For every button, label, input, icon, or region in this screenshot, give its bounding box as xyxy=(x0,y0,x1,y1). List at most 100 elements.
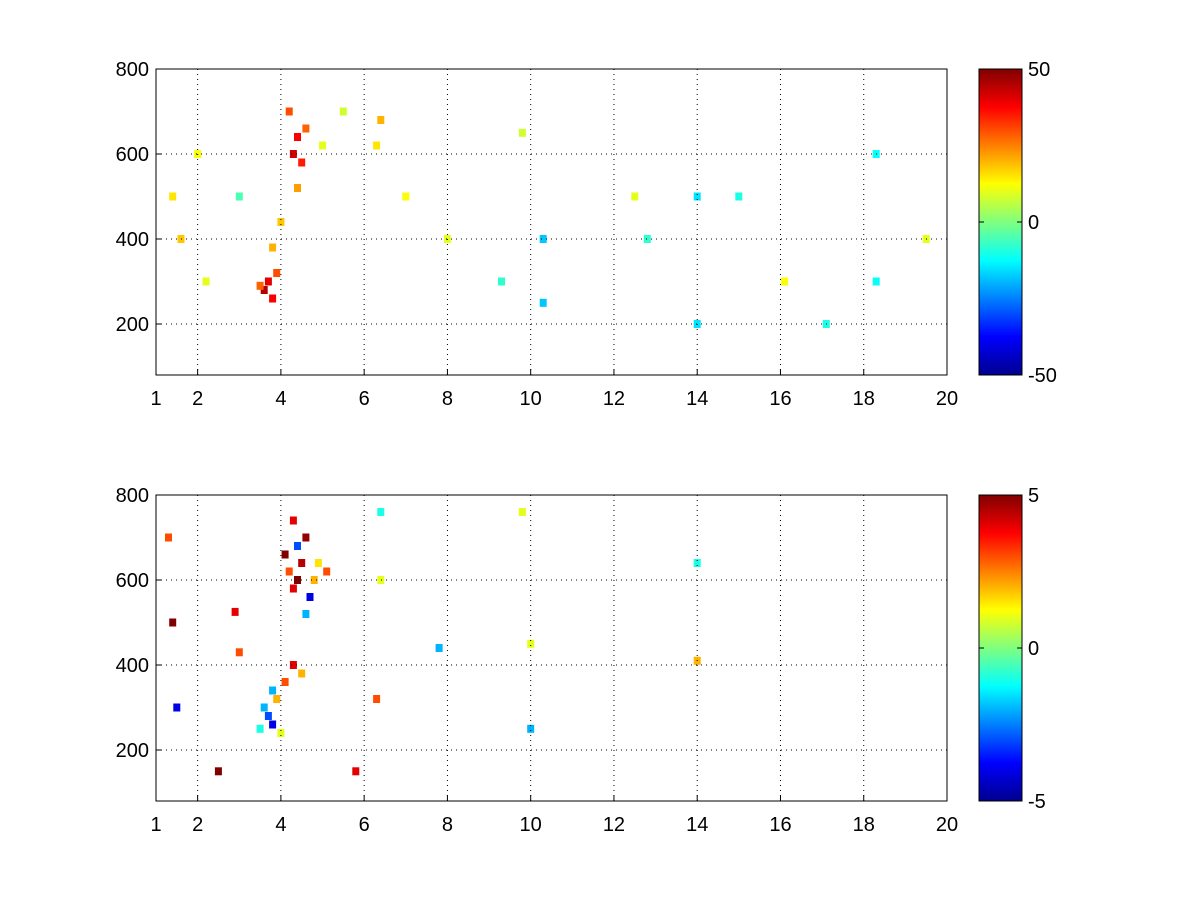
top-colorbar-tick-label: -50 xyxy=(1028,365,1057,387)
top-heatmap-cell xyxy=(269,294,277,303)
top-colorbar-gradient xyxy=(978,68,1023,376)
top-heatmap-cell xyxy=(539,235,547,243)
top-heatmap-cell xyxy=(539,298,547,307)
top-heatmap-axes-box xyxy=(155,68,948,376)
bottom-heatmap-cell xyxy=(165,533,172,542)
bottom-heatmap-cell xyxy=(260,703,268,712)
top-heatmap-cell xyxy=(339,107,347,116)
bottom-x-tick-label: 16 xyxy=(769,814,791,836)
bottom-x-tick-label: 10 xyxy=(520,814,542,836)
bottom-heatmap-cell xyxy=(269,686,277,695)
bottom-x-tick-label: 1 xyxy=(150,814,161,836)
bottom-x-tick-label: 4 xyxy=(275,814,286,836)
bottom-heatmap-cell xyxy=(298,669,306,678)
top-heatmap-grid xyxy=(156,69,947,375)
bottom-y-tick-label: 200 xyxy=(116,740,149,762)
top-heatmap-cell xyxy=(169,192,177,201)
bottom-heatmap-cell xyxy=(235,648,243,657)
top-heatmap-y-ticks: 200 400 600 800 xyxy=(116,59,162,336)
bottom-heatmap-cell xyxy=(294,542,301,550)
bottom-heatmap-cell xyxy=(173,703,181,712)
top-heatmap-cell xyxy=(269,243,277,252)
bottom-heatmap-cell xyxy=(310,576,318,584)
top-x-tick-label: 12 xyxy=(603,388,625,410)
top-x-tick-label: 18 xyxy=(853,388,875,410)
bottom-heatmap-cell xyxy=(314,559,322,567)
top-heatmap-cell xyxy=(260,286,268,294)
top-heatmap-cell xyxy=(518,128,526,137)
top-heatmap-cell xyxy=(373,141,381,150)
top-y-tick-label: 800 xyxy=(116,59,149,81)
top-x-tick-label: 4 xyxy=(275,388,286,410)
bottom-heatmap-y-ticks: 200 400 600 800 xyxy=(116,485,162,762)
bottom-heatmap-cell xyxy=(306,593,314,601)
top-heatmap-cell xyxy=(643,235,651,243)
bottom-colorbar-gradient xyxy=(978,494,1023,802)
top-heatmap-cell xyxy=(693,192,701,201)
bottom-heatmap-cell xyxy=(377,576,385,584)
bottom-x-tick-label: 14 xyxy=(686,814,708,836)
top-heatmap-cell xyxy=(256,281,264,290)
bottom-colorbar-tick-label: -5 xyxy=(1028,791,1046,813)
top-x-tick-label: 6 xyxy=(359,388,370,410)
top-x-tick-label: 8 xyxy=(442,388,453,410)
top-heatmap-cell xyxy=(273,269,281,277)
bottom-heatmap-cell xyxy=(214,767,222,776)
bottom-heatmap-cell xyxy=(256,724,264,733)
bottom-y-tick-label: 600 xyxy=(116,570,149,592)
bottom-heatmap-cell xyxy=(352,767,360,776)
bottom-heatmap-cell xyxy=(298,559,306,567)
top-heatmap-cell xyxy=(872,277,880,286)
top-heatmap-cell xyxy=(735,192,743,201)
bottom-colorbar-tick-label: 5 xyxy=(1028,485,1039,507)
top-x-tick-label: 14 xyxy=(686,388,708,410)
top-heatmap-cell xyxy=(202,277,210,286)
bottom-heatmap-cell xyxy=(373,695,381,703)
top-heatmap-cells xyxy=(169,107,930,328)
bottom-heatmap-cell xyxy=(273,695,281,703)
top-x-tick-label: 10 xyxy=(520,388,542,410)
top-heatmap-cell xyxy=(298,158,306,167)
top-y-tick-label: 200 xyxy=(116,314,149,336)
bottom-heatmap-cell xyxy=(264,712,272,720)
bottom-heatmap-cell xyxy=(302,533,310,542)
bottom-y-tick-label: 800 xyxy=(116,485,149,507)
top-heatmap-cell xyxy=(294,184,301,192)
top-y-tick-label: 400 xyxy=(116,229,149,251)
top-colorbar: -50 0 50 xyxy=(978,59,1057,387)
bottom-heatmap-x-ticks: 1 2 4 6 8 10 12 14 16 18 20 xyxy=(150,795,958,836)
top-heatmap-cell xyxy=(402,192,410,201)
bottom-x-tick-label: 6 xyxy=(359,814,370,836)
top-x-tick-label: 16 xyxy=(769,388,791,410)
bottom-heatmap-cell xyxy=(285,567,293,576)
top-heatmap-cell xyxy=(235,192,243,201)
bottom-heatmap-cell xyxy=(435,644,443,652)
bottom-heatmap-grid xyxy=(156,495,947,801)
bottom-y-tick-label: 400 xyxy=(116,655,149,677)
bottom-heatmap-cell xyxy=(323,567,331,576)
bottom-x-tick-label: 12 xyxy=(603,814,625,836)
top-heatmap-cell xyxy=(302,124,310,133)
bottom-heatmap-cell xyxy=(277,729,285,737)
bottom-x-tick-label: 18 xyxy=(853,814,875,836)
bottom-heatmap-cell xyxy=(289,661,297,669)
top-heatmap-cell xyxy=(277,218,285,226)
top-heatmap-cell xyxy=(498,277,505,286)
top-heatmap-x-ticks: 1 2 4 6 8 10 12 14 16 18 20 xyxy=(150,369,958,410)
top-x-tick-label: 2 xyxy=(192,388,203,410)
bottom-colorbar: -5 0 5 xyxy=(978,485,1046,813)
bottom-x-tick-label: 20 xyxy=(936,814,958,836)
bottom-x-tick-label: 2 xyxy=(192,814,203,836)
top-colorbar-tick-label: 0 xyxy=(1028,212,1039,234)
bottom-heatmap-cell xyxy=(294,576,301,584)
bottom-heatmap-cell xyxy=(281,550,289,559)
top-heatmap-cell xyxy=(631,192,639,201)
bottom-x-tick-label: 8 xyxy=(442,814,453,836)
top-heatmap-cell xyxy=(377,116,385,124)
top-x-tick-label: 20 xyxy=(936,388,958,410)
bottom-heatmap-cells xyxy=(165,508,701,776)
bottom-heatmap-cell xyxy=(527,639,535,648)
bottom-heatmap-cell xyxy=(281,678,289,686)
bottom-heatmap-cell xyxy=(527,724,535,733)
